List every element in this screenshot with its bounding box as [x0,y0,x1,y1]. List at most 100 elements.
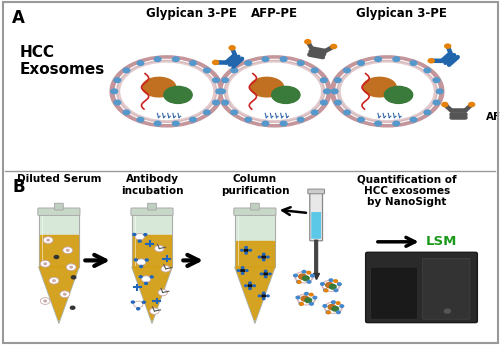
Circle shape [135,234,144,240]
Polygon shape [133,235,171,267]
Circle shape [264,273,268,275]
Circle shape [264,276,267,278]
Ellipse shape [300,295,314,304]
Circle shape [262,121,268,126]
Circle shape [358,61,364,66]
Circle shape [172,57,179,61]
Ellipse shape [325,303,342,313]
Circle shape [138,240,141,242]
Ellipse shape [294,272,313,283]
Circle shape [326,311,330,314]
Ellipse shape [272,86,300,104]
Circle shape [70,306,75,309]
Ellipse shape [121,63,212,119]
Circle shape [266,256,269,258]
Circle shape [144,234,147,236]
Ellipse shape [115,59,218,123]
Circle shape [323,305,326,307]
Circle shape [428,59,434,63]
Circle shape [296,280,300,283]
Ellipse shape [322,280,339,291]
Ellipse shape [342,63,433,119]
FancyBboxPatch shape [310,192,322,241]
Circle shape [245,247,248,248]
Circle shape [305,40,311,44]
Circle shape [54,256,58,258]
Circle shape [298,281,301,283]
FancyBboxPatch shape [250,203,260,210]
Ellipse shape [330,56,444,127]
Circle shape [330,285,336,289]
Circle shape [298,274,306,279]
Circle shape [358,117,364,122]
Circle shape [70,266,72,268]
Circle shape [154,57,161,61]
Circle shape [253,285,256,287]
Circle shape [336,311,340,314]
Ellipse shape [336,59,438,123]
Circle shape [307,272,310,274]
Circle shape [298,61,304,66]
Ellipse shape [363,77,396,97]
FancyBboxPatch shape [148,203,156,210]
Circle shape [262,292,265,294]
Circle shape [336,302,340,304]
Circle shape [140,265,142,267]
Ellipse shape [326,303,340,312]
Polygon shape [236,267,274,320]
Ellipse shape [110,56,224,127]
Circle shape [212,100,220,105]
Circle shape [298,117,304,122]
Circle shape [320,100,327,105]
Circle shape [154,121,161,126]
Text: Antibody
incubation: Antibody incubation [121,174,183,196]
Text: AFP-PE: AFP-PE [486,112,500,122]
Circle shape [262,298,265,299]
Circle shape [312,110,318,115]
Circle shape [393,57,400,61]
Polygon shape [236,241,274,267]
Ellipse shape [142,77,176,97]
FancyBboxPatch shape [131,208,173,215]
Circle shape [344,110,350,115]
Circle shape [424,110,430,115]
Circle shape [300,303,304,305]
Circle shape [424,68,430,73]
Circle shape [44,300,46,302]
FancyBboxPatch shape [38,208,80,215]
Circle shape [332,306,338,311]
Circle shape [248,284,252,287]
Circle shape [393,121,400,126]
Circle shape [154,245,164,252]
Circle shape [114,100,120,105]
Circle shape [326,283,333,288]
Circle shape [324,289,328,292]
Circle shape [266,295,269,297]
Circle shape [134,259,137,261]
Circle shape [262,57,268,61]
Circle shape [144,282,148,284]
Circle shape [111,89,117,93]
Circle shape [49,277,59,284]
FancyBboxPatch shape [314,240,318,274]
Text: A: A [12,9,25,27]
Circle shape [433,78,440,82]
Circle shape [340,305,344,307]
Circle shape [249,288,251,289]
Circle shape [240,269,244,272]
Circle shape [324,89,330,93]
Circle shape [436,89,443,93]
Circle shape [329,279,333,282]
Circle shape [245,117,252,122]
Text: FM: FM [426,252,448,265]
Circle shape [262,295,266,297]
Ellipse shape [218,56,331,127]
Circle shape [302,270,306,273]
Circle shape [142,276,151,282]
Circle shape [150,308,159,314]
Circle shape [330,45,336,49]
Circle shape [137,117,144,122]
Circle shape [307,280,311,283]
Circle shape [146,259,148,261]
Circle shape [262,256,266,258]
